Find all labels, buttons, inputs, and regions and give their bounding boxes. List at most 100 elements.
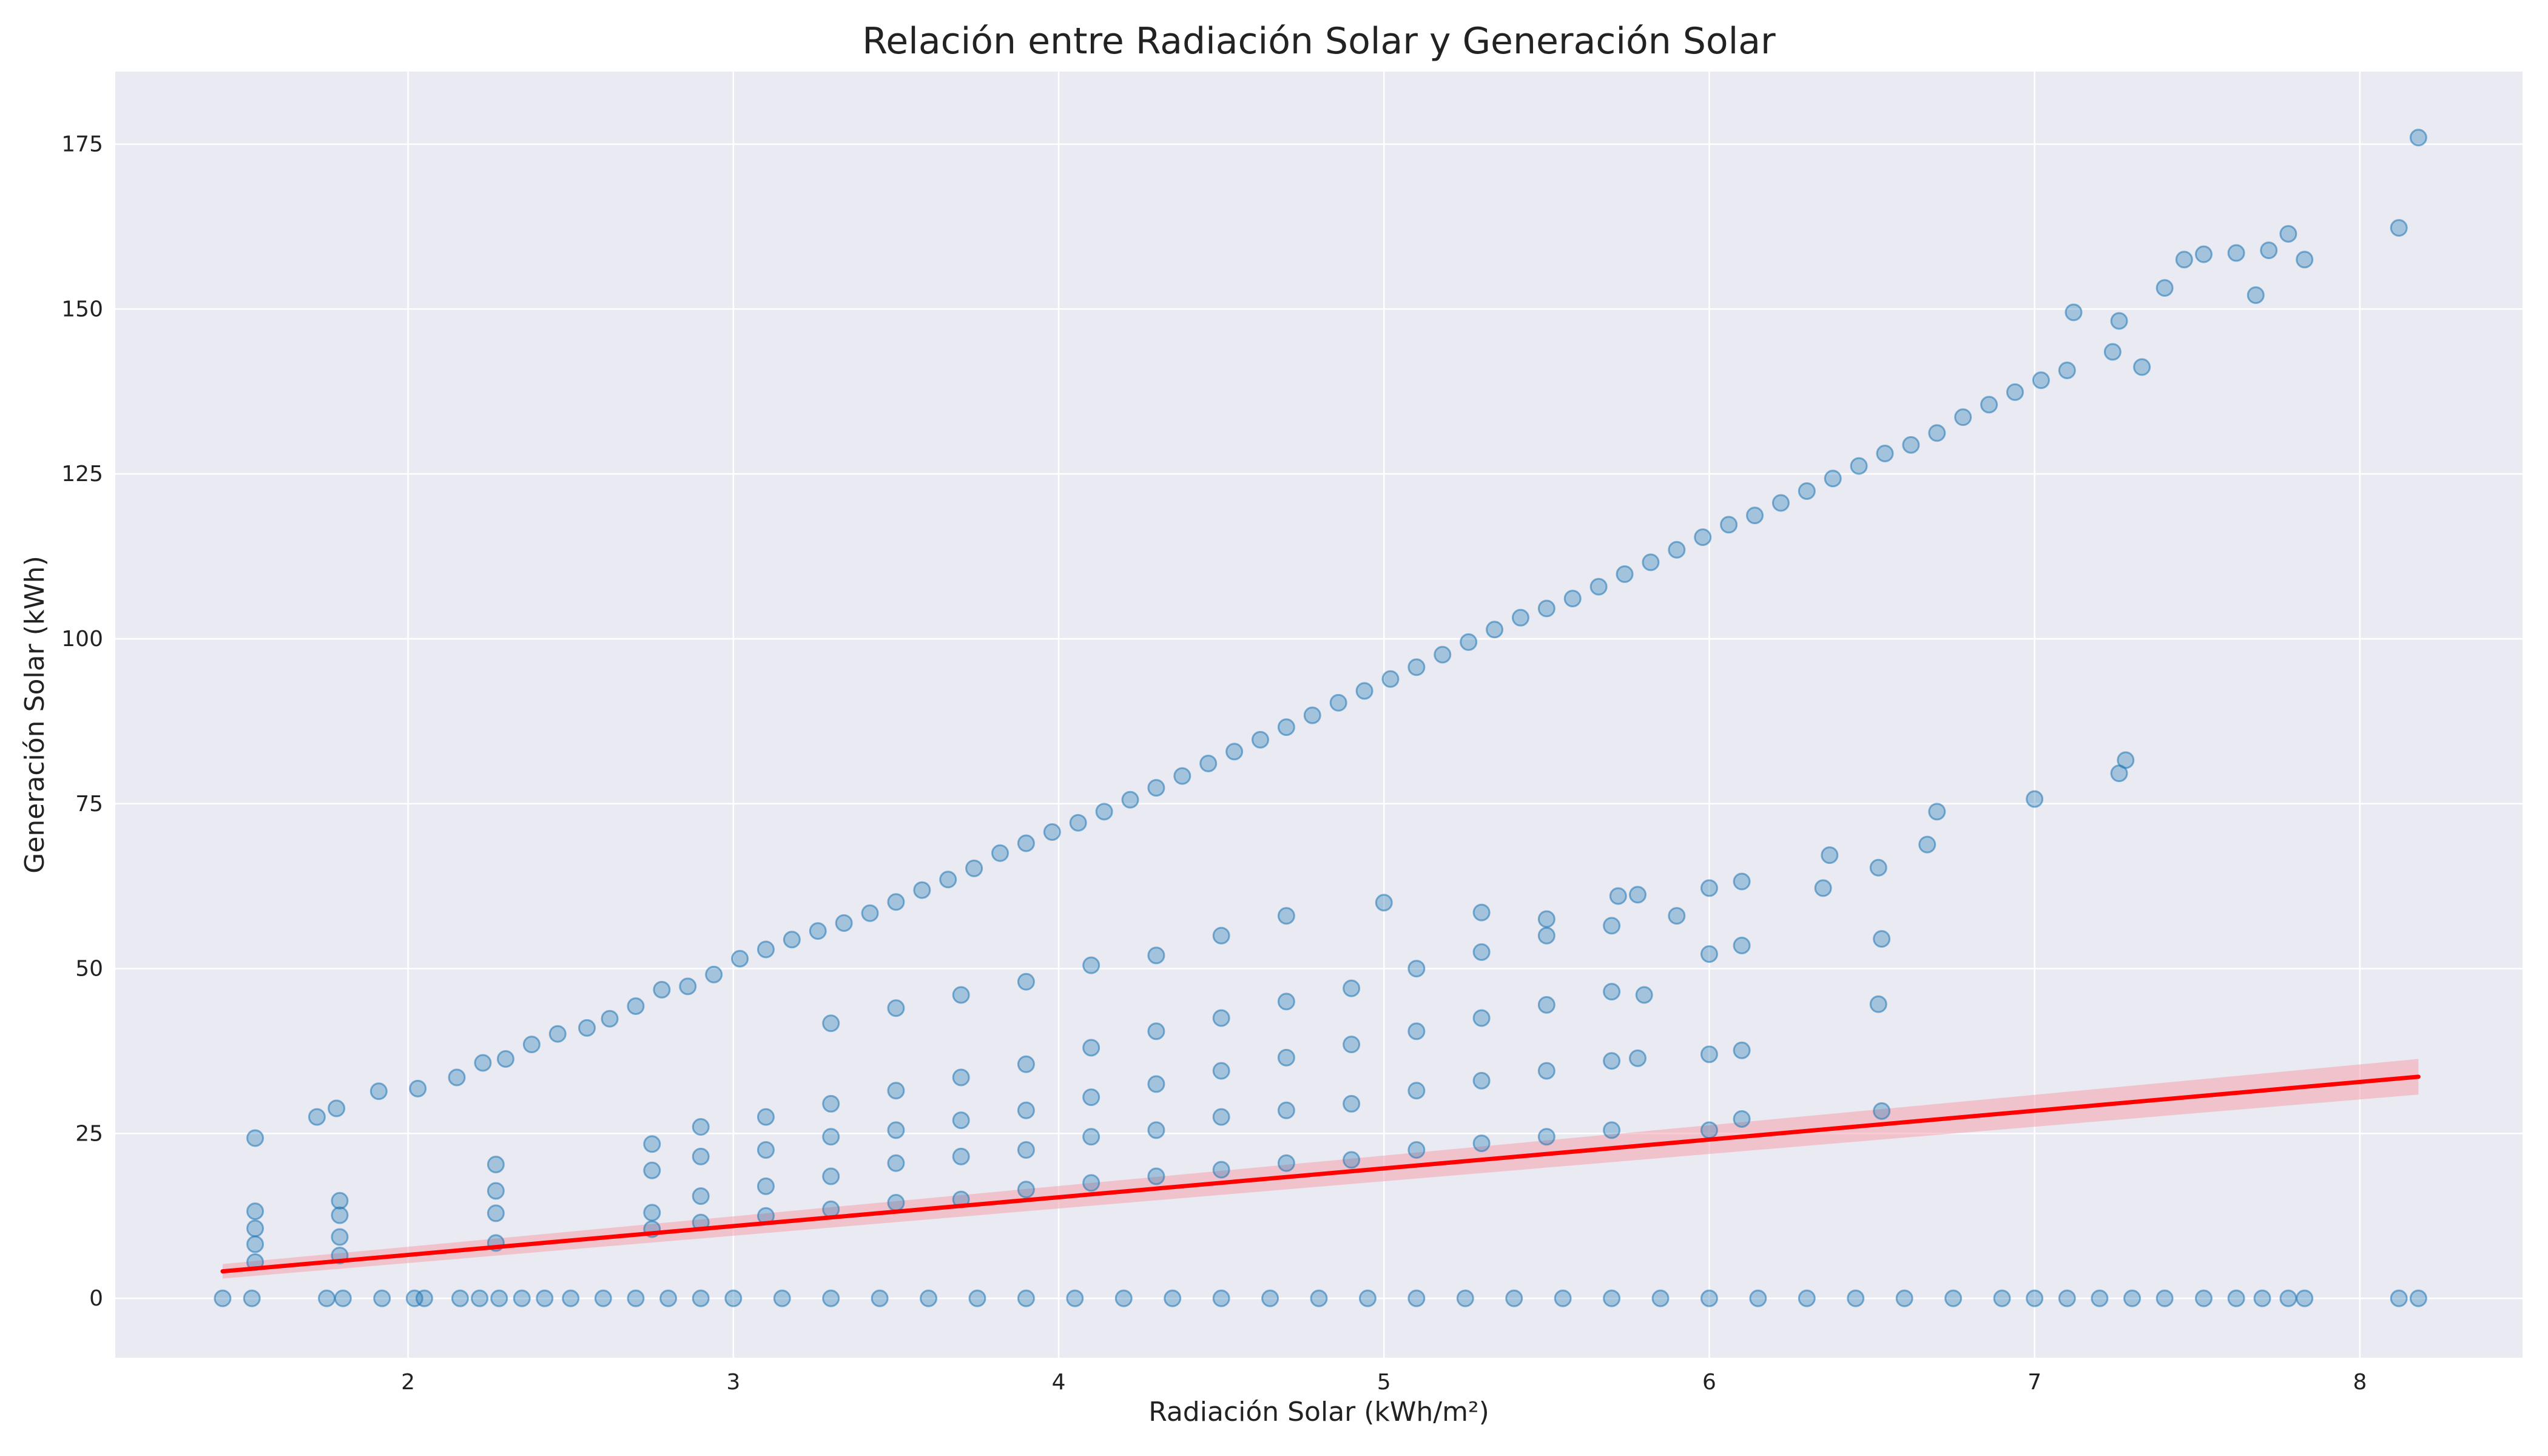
data-point <box>1017 1101 1035 1119</box>
data-point <box>246 1219 265 1238</box>
grid <box>115 72 2523 1358</box>
data-point <box>1407 1022 1426 1040</box>
data-point <box>1066 1289 1084 1307</box>
data-point <box>1511 608 1529 627</box>
data-point <box>1114 1289 1133 1307</box>
data-point <box>2026 1289 2044 1307</box>
data-point <box>1873 1102 1891 1120</box>
x-tick-label: 8 <box>2353 1370 2367 1395</box>
data-point <box>887 1194 905 1212</box>
data-point <box>2117 751 2135 769</box>
data-point <box>643 1135 661 1153</box>
data-point <box>1918 835 1936 854</box>
data-point <box>887 1082 905 1100</box>
data-point <box>757 1141 775 1159</box>
data-point <box>1771 494 1790 512</box>
data-point <box>2279 1289 2297 1307</box>
data-point <box>1147 1022 1165 1040</box>
data-point <box>1082 1088 1100 1107</box>
data-point <box>643 1204 661 1222</box>
data-point <box>1876 444 1894 462</box>
data-point <box>1928 424 1946 442</box>
data-point <box>2296 251 2314 269</box>
data-point <box>1537 599 1555 618</box>
data-point <box>1798 482 1816 500</box>
data-point <box>627 997 645 1016</box>
data-point <box>1343 1036 1361 1054</box>
data-point <box>1017 834 1035 852</box>
data-point <box>757 940 775 959</box>
data-point <box>2390 1289 2408 1307</box>
data-point <box>2155 1289 2174 1307</box>
data-point <box>692 1187 710 1205</box>
data-point <box>214 1289 232 1307</box>
x-tick-label: 2 <box>401 1370 415 1395</box>
data-point <box>451 1289 469 1307</box>
data-point <box>471 1289 489 1307</box>
data-point <box>1616 565 1634 583</box>
data-point <box>1668 907 1686 925</box>
data-point <box>1749 1289 1767 1307</box>
data-point <box>1944 1289 1963 1307</box>
data-point <box>1329 693 1347 712</box>
data-point <box>2091 1289 2109 1307</box>
data-point <box>1277 718 1295 736</box>
data-point <box>1261 1289 1279 1307</box>
data-point <box>1472 1071 1491 1090</box>
data-point <box>331 1206 349 1224</box>
data-point <box>1147 1167 1165 1185</box>
data-point <box>643 1161 661 1179</box>
data-point <box>2064 303 2083 322</box>
data-point <box>1082 1039 1100 1057</box>
data-point <box>1472 1009 1491 1027</box>
data-point <box>1212 1062 1230 1080</box>
data-point <box>913 881 931 899</box>
data-point <box>2058 361 2076 379</box>
y-tick-label: 100 <box>61 627 103 652</box>
data-point <box>1381 670 1400 688</box>
data-point <box>1017 1055 1035 1073</box>
data-point <box>2123 1289 2142 1307</box>
data-point <box>2155 279 2174 297</box>
data-point <box>1824 470 1842 488</box>
data-point <box>522 1036 541 1054</box>
data-point <box>1407 1289 1426 1307</box>
data-point <box>1603 983 1621 1001</box>
data-point <box>952 986 970 1004</box>
data-point <box>1212 1108 1230 1126</box>
data-point <box>939 871 957 889</box>
data-point <box>487 1182 505 1200</box>
data-point <box>578 1019 596 1037</box>
data-point <box>1700 879 1718 897</box>
data-point <box>1720 516 1738 534</box>
data-point <box>1798 1289 1816 1307</box>
data-point <box>1628 886 1646 904</box>
data-point <box>692 1147 710 1165</box>
data-point <box>1603 917 1621 935</box>
data-point <box>1733 872 1751 891</box>
data-point <box>2133 358 2151 376</box>
data-point <box>1873 930 1891 948</box>
data-point <box>679 977 697 996</box>
data-point <box>809 922 827 940</box>
y-tick-label: 75 <box>75 792 103 817</box>
data-point <box>1082 1128 1100 1146</box>
data-point <box>601 1009 619 1028</box>
data-point <box>2026 790 2044 808</box>
data-point <box>1700 1289 1718 1307</box>
data-point <box>1407 658 1426 676</box>
data-point <box>887 1121 905 1139</box>
data-point <box>1277 1048 1295 1067</box>
data-point <box>991 844 1009 862</box>
data-point <box>1147 779 1165 797</box>
data-point <box>1343 1151 1361 1169</box>
data-point <box>594 1289 612 1307</box>
data-point <box>1869 995 1887 1013</box>
data-point <box>1251 730 1269 749</box>
data-point <box>659 1289 678 1307</box>
data-point <box>1733 937 1751 955</box>
data-point <box>1358 1289 1377 1307</box>
data-point <box>1121 790 1139 809</box>
data-point <box>1310 1289 1328 1307</box>
